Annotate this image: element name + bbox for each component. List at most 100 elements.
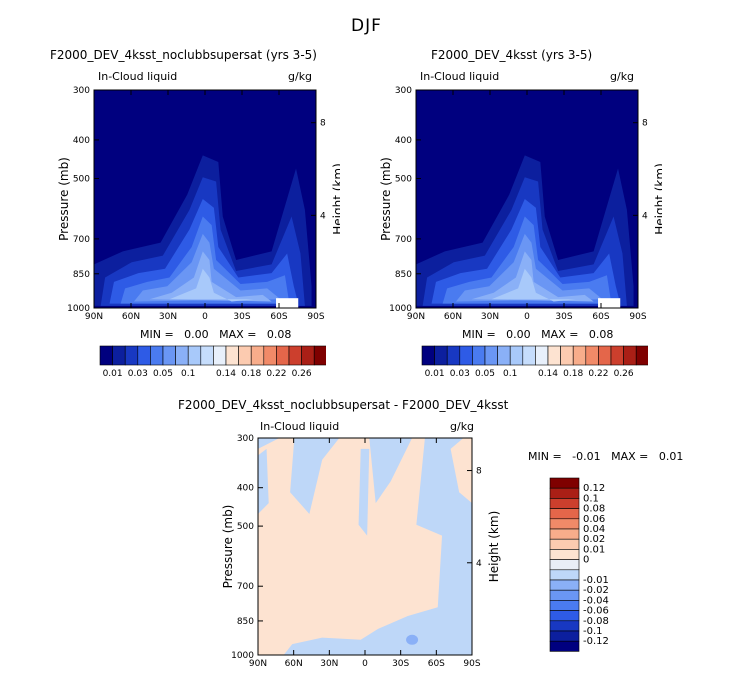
panel-3-ytick-label: 500 xyxy=(237,522,254,532)
panel-3-xtick-label: 60N xyxy=(285,659,303,669)
colorbar-label: 0.01 xyxy=(425,369,445,379)
panel-1-xtick-label: 30N xyxy=(159,312,177,322)
colorbar-box xyxy=(585,345,599,366)
panel-2-xtick-label: 90S xyxy=(629,312,646,322)
colorbar-box xyxy=(522,345,536,366)
panel-1-ytick-label: 1000 xyxy=(67,304,90,314)
panel-3-xtick-label: 60S xyxy=(428,659,445,669)
panel-2-stats: MIN = 0.00 MAX = 0.08 xyxy=(462,328,614,341)
negative-region xyxy=(358,448,370,536)
colorbar-box xyxy=(150,345,164,366)
colorbar-box xyxy=(313,345,326,366)
colorbar-box xyxy=(175,345,189,366)
colorbar-label: -0.02 xyxy=(583,585,609,596)
colorbar-box xyxy=(124,345,139,366)
colorbar-label: 0.14 xyxy=(216,369,236,379)
colorbar-3: 0.120.10.080.060.040.020.010-0.01-0.02-0… xyxy=(549,477,609,652)
colorbar-box xyxy=(572,345,587,366)
panel-3-xtick-label: 30S xyxy=(392,659,409,669)
colorbar-box xyxy=(610,345,624,366)
panel-2-y2label: Height (km) xyxy=(653,163,662,234)
colorbar-label: 0.22 xyxy=(588,369,608,379)
colorbar-label: 0.26 xyxy=(614,369,634,379)
colorbar-box xyxy=(137,345,151,366)
colorbar-box xyxy=(549,538,580,550)
colorbar-label: 0.08 xyxy=(583,504,605,515)
colorbar-box xyxy=(549,640,580,652)
colorbar-box xyxy=(421,345,435,366)
colorbar-label: 0.01 xyxy=(103,369,123,379)
colorbar-box xyxy=(99,345,113,366)
colorbar-label: -0.08 xyxy=(583,616,609,627)
colorbar-label: 0.18 xyxy=(563,369,583,379)
panel-3-xtick-label: 90S xyxy=(463,659,480,669)
colorbar-label: 0.05 xyxy=(475,369,495,379)
panel-1-ytick-label: 400 xyxy=(73,136,90,146)
panel-2-xtick-label: 60S xyxy=(592,312,609,322)
positive-region xyxy=(450,438,472,504)
panel-1-ytick-label: 850 xyxy=(73,270,90,280)
panel-2-title: F2000_DEV_4ksst (yrs 3-5) xyxy=(431,48,593,62)
panel-1-xtick-label: 30S xyxy=(233,312,250,322)
contour-level-6 xyxy=(149,251,272,302)
colorbar-label: 0.18 xyxy=(241,369,261,379)
panel-2-xtick-label: 60N xyxy=(444,312,462,322)
panel-2-ytick-label: 850 xyxy=(395,270,412,280)
colorbar-box xyxy=(547,345,561,366)
panel-3-y2label: Height (km) xyxy=(487,511,501,582)
contour-level-7 xyxy=(491,268,576,302)
colorbar-label: 0.12 xyxy=(583,483,605,494)
colorbar-box xyxy=(549,508,580,520)
colorbar-box xyxy=(213,345,227,366)
panel-3-units: g/kg xyxy=(450,420,475,433)
panel-2-ytick-label: 700 xyxy=(395,235,412,245)
colorbar-box xyxy=(276,345,290,366)
colorbar-label: 0.06 xyxy=(583,514,605,525)
panel-3-ytick-label: 850 xyxy=(237,617,254,627)
panel-2-y2tick-label: 8 xyxy=(642,119,648,129)
panel-1-units: g/kg xyxy=(288,70,313,83)
contour-level-6 xyxy=(471,251,594,302)
colorbar-box xyxy=(497,345,511,366)
panel-1-xtick-label: 0 xyxy=(202,312,208,322)
panel-1-ylabel: Pressure (mb) xyxy=(57,157,71,241)
panel-1-title: F2000_DEV_4ksst_noclubbsupersat (yrs 3-5… xyxy=(50,48,317,62)
figure-title: DJF xyxy=(351,16,382,36)
colorbar-box xyxy=(598,345,612,366)
colorbar-box xyxy=(200,345,214,366)
colorbar-label: -0.06 xyxy=(583,606,609,617)
panel-2-plot: 90N 60N 30N 0 30S 60S 90S 300 400 500 700 850 1000 8 4… xyxy=(379,86,662,322)
panel-2-xtick-label: 0 xyxy=(524,312,530,322)
colorbar-box xyxy=(549,528,580,540)
panel-3-title: F2000_DEV_4ksst_noclubbsupersat - F2000_… xyxy=(178,398,509,412)
panel-1-y2tick-label: 8 xyxy=(320,119,326,129)
colorbar-box xyxy=(301,345,315,366)
colorbar-box xyxy=(288,345,302,366)
colorbar-box xyxy=(560,345,574,366)
colorbar-label: 0 xyxy=(583,555,589,566)
panel-1-ytick-label: 300 xyxy=(73,86,90,96)
colorbar-box xyxy=(263,345,277,366)
colorbar-box xyxy=(187,345,202,366)
colorbar-box xyxy=(549,477,580,489)
panel-3-ytick-label: 700 xyxy=(237,582,254,592)
panel-3-xtick-label: 30N xyxy=(320,659,338,669)
panel-2-ytick-label: 400 xyxy=(395,136,412,146)
panel-3-ytick-label: 400 xyxy=(237,484,254,494)
panel-3-left-label: In-Cloud liquid xyxy=(260,420,340,433)
colorbar-box xyxy=(623,345,637,366)
colorbar-box xyxy=(238,345,252,366)
colorbar-label: 0.1 xyxy=(503,369,517,379)
negative-region xyxy=(450,513,472,612)
panel-3-ytick-label: 1000 xyxy=(231,651,254,661)
panel-1-xtick-label: 90S xyxy=(307,312,324,322)
colorbar-label: 0.04 xyxy=(583,524,605,535)
colorbar-box xyxy=(509,345,524,366)
panel-3-xtick-label: 90N xyxy=(249,659,267,669)
colorbar-box xyxy=(484,345,498,366)
negative-region xyxy=(258,448,269,514)
colorbar-label: 0.03 xyxy=(450,369,470,379)
colorbar-box xyxy=(549,630,580,642)
colorbar-box xyxy=(549,569,580,581)
colorbar-box xyxy=(549,487,580,499)
